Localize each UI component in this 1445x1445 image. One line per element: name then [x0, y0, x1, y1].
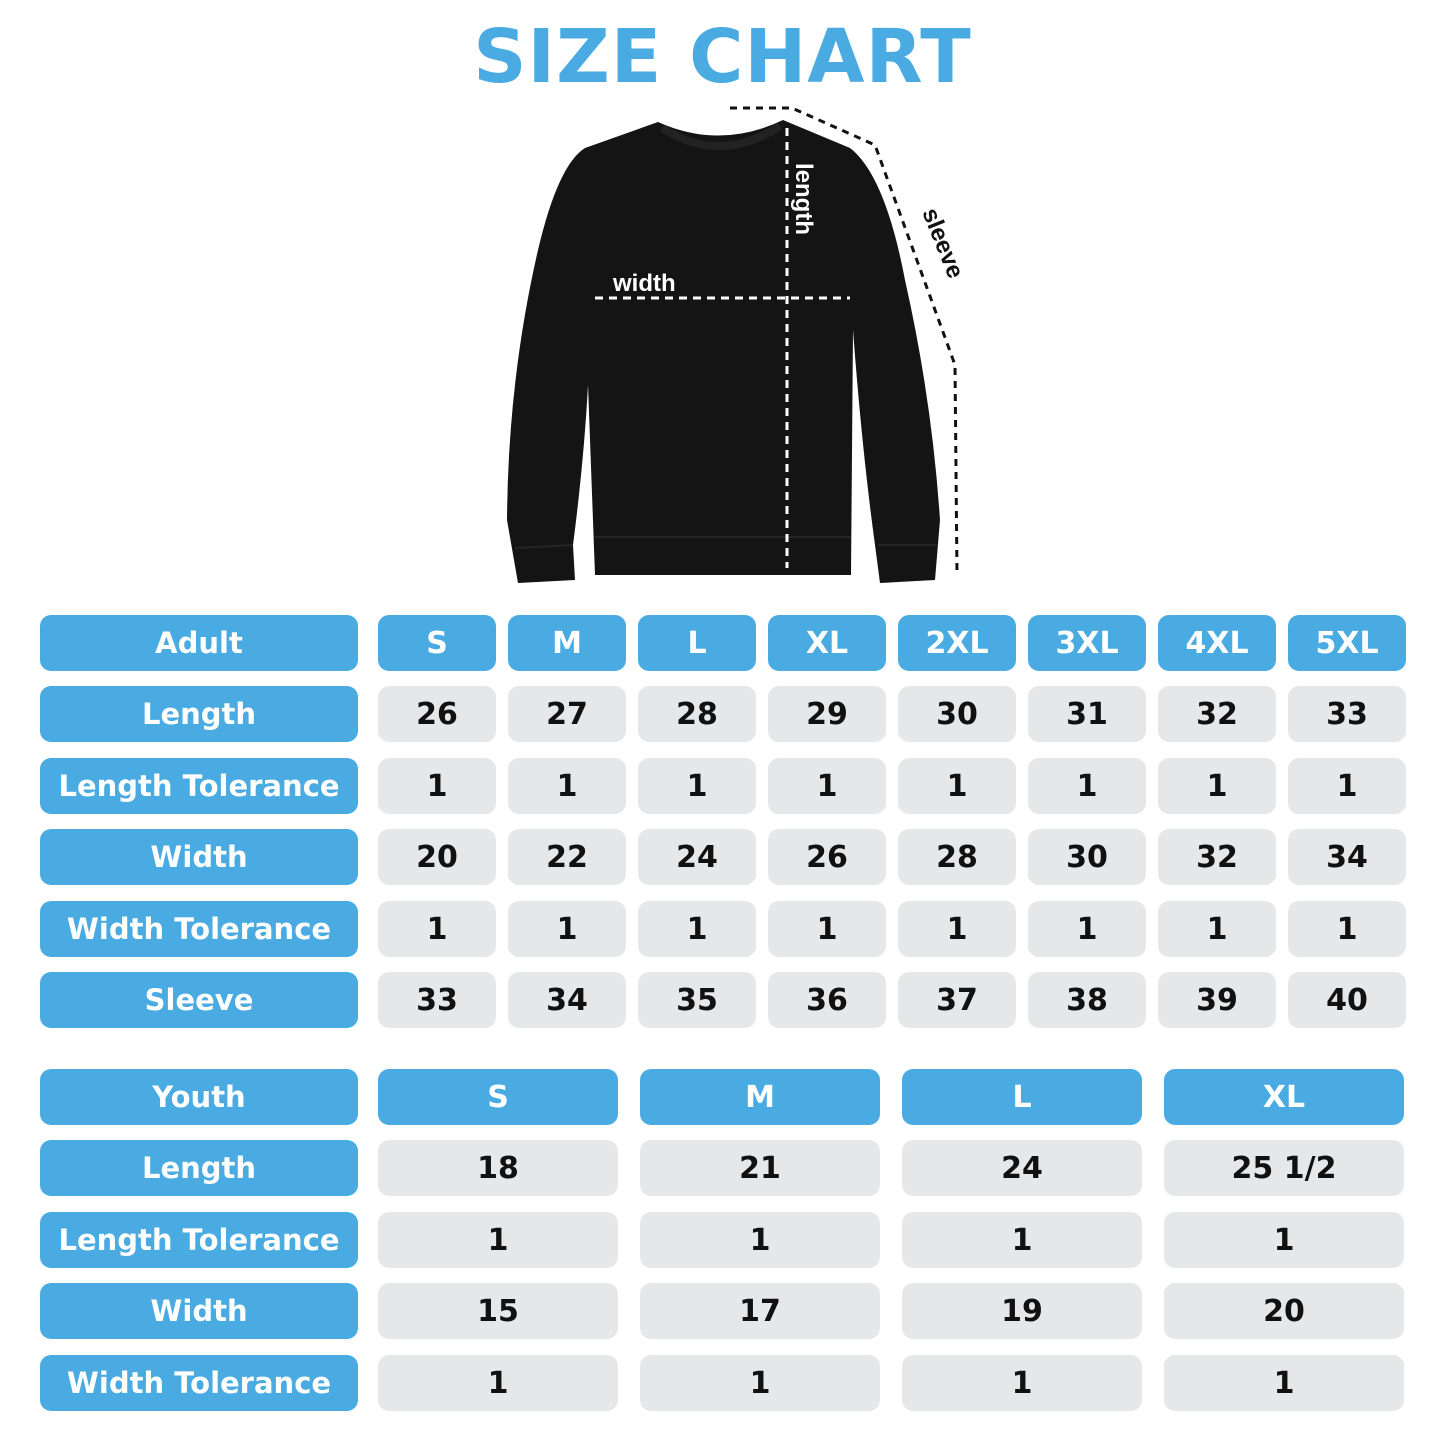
youth-value-cell: 15	[378, 1283, 618, 1339]
adult-value-cell: 22	[508, 829, 626, 885]
adult-value-cell: 1	[898, 901, 1016, 957]
adult-value-cell: 1	[1158, 901, 1276, 957]
youth-value-cell: 1	[902, 1355, 1142, 1411]
youth-value-cell: 21	[640, 1140, 880, 1196]
adult-value-cell: 1	[768, 901, 886, 957]
adult-row-label: Length Tolerance	[40, 758, 358, 814]
adult-size-l: L	[638, 615, 756, 671]
adult-value-cell: 30	[898, 686, 1016, 742]
adult-value-cell: 26	[378, 686, 496, 742]
adult-value-cell: 1	[898, 758, 1016, 814]
adult-value-cell: 1	[378, 758, 496, 814]
adult-value-cell: 28	[638, 686, 756, 742]
adult-value-cell: 1	[1288, 901, 1406, 957]
adult-row-label: Length	[40, 686, 358, 742]
youth-row-label: Width Tolerance	[40, 1355, 358, 1411]
adult-value-cell: 38	[1028, 972, 1146, 1028]
adult-value-cell: 26	[768, 829, 886, 885]
adult-size-3xl: 3XL	[1028, 615, 1146, 671]
adult-value-cell: 1	[1028, 758, 1146, 814]
adult-value-cell: 31	[1028, 686, 1146, 742]
adult-value-cell: 29	[768, 686, 886, 742]
adult-size-s: S	[378, 615, 496, 671]
hem-rib	[514, 536, 937, 549]
adult-row-label: Width Tolerance	[40, 901, 358, 957]
adult-row-label: Sleeve	[40, 972, 358, 1028]
adult-value-cell: 33	[1288, 686, 1406, 742]
youth-size-l: L	[902, 1069, 1142, 1125]
adult-value-cell: 32	[1158, 686, 1276, 742]
sweatshirt-image	[507, 120, 940, 583]
adult-value-cell: 34	[508, 972, 626, 1028]
youth-value-cell: 18	[378, 1140, 618, 1196]
adult-value-cell: 1	[508, 901, 626, 957]
adult-value-cell: 36	[768, 972, 886, 1028]
adult-value-cell: 30	[1028, 829, 1146, 885]
adult-value-cell: 33	[378, 972, 496, 1028]
youth-value-cell: 20	[1164, 1283, 1404, 1339]
adult-value-cell: 39	[1158, 972, 1276, 1028]
adult-value-cell: 28	[898, 829, 1016, 885]
adult-value-cell: 1	[1158, 758, 1276, 814]
youth-value-cell: 25 1/2	[1164, 1140, 1404, 1196]
adult-value-cell: 1	[378, 901, 496, 957]
adult-value-cell: 1	[638, 758, 756, 814]
youth-size-m: M	[640, 1069, 880, 1125]
adult-size-xl: XL	[768, 615, 886, 671]
youth-row-label: Length Tolerance	[40, 1212, 358, 1268]
adult-size-2xl: 2XL	[898, 615, 1016, 671]
adult-size-m: M	[508, 615, 626, 671]
adult-row-label: Width	[40, 829, 358, 885]
youth-value-cell: 1	[640, 1212, 880, 1268]
width-label: width	[612, 270, 676, 297]
youth-row-label: Length	[40, 1140, 358, 1196]
youth-row-label: Width	[40, 1283, 358, 1339]
adult-value-cell: 32	[1158, 829, 1276, 885]
youth-value-cell: 1	[902, 1212, 1142, 1268]
collar	[659, 122, 783, 150]
youth-value-cell: 24	[902, 1140, 1142, 1196]
adult-size-5xl: 5XL	[1288, 615, 1406, 671]
adult-value-cell: 34	[1288, 829, 1406, 885]
youth-value-cell: 1	[1164, 1212, 1404, 1268]
adult-value-cell: 1	[1028, 901, 1146, 957]
youth-value-cell: 1	[378, 1212, 618, 1268]
adult-value-cell: 35	[638, 972, 756, 1028]
youth-value-cell: 1	[640, 1355, 880, 1411]
adult-value-cell: 1	[638, 901, 756, 957]
adult-size-4xl: 4XL	[1158, 615, 1276, 671]
adult-header-label: Adult	[40, 615, 358, 671]
youth-header-label: Youth	[40, 1069, 358, 1125]
sleeve-label: sleeve	[916, 204, 969, 282]
adult-value-cell: 27	[508, 686, 626, 742]
sleeve-measure-line	[730, 106, 959, 576]
youth-value-cell: 19	[902, 1283, 1142, 1339]
adult-value-cell: 20	[378, 829, 496, 885]
youth-value-cell: 17	[640, 1283, 880, 1339]
sweatshirt-diagram: width length sleeve	[507, 106, 969, 583]
adult-value-cell: 1	[768, 758, 886, 814]
page-title: SIZE CHART	[473, 14, 972, 100]
adult-value-cell: 40	[1288, 972, 1406, 1028]
youth-size-xl: XL	[1164, 1069, 1404, 1125]
length-label: length	[790, 163, 817, 235]
adult-value-cell: 1	[1288, 758, 1406, 814]
adult-value-cell: 37	[898, 972, 1016, 1028]
youth-size-s: S	[378, 1069, 618, 1125]
youth-value-cell: 1	[378, 1355, 618, 1411]
adult-value-cell: 1	[508, 758, 626, 814]
adult-value-cell: 24	[638, 829, 756, 885]
youth-value-cell: 1	[1164, 1355, 1404, 1411]
